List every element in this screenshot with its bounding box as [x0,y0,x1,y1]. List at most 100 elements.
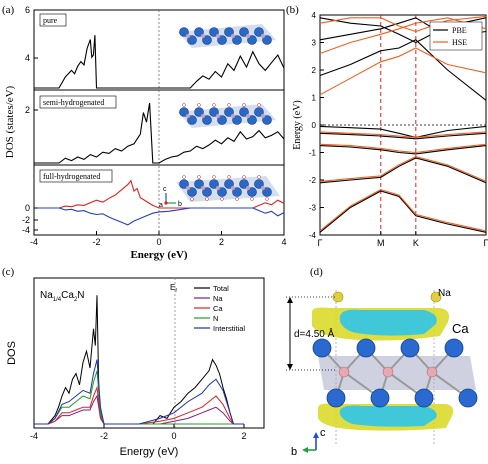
legend-label-n: N [213,314,218,323]
panel-b-ytick-label: -4 [309,231,317,240]
ca-atom [458,388,478,408]
panel-b-xtick-label: Γ [318,238,323,248]
panel-d: (d) d=4.50 Å Na Ca c b [286,266,478,458]
ca-label: Ca [452,321,469,336]
panel-a-ylabel: DOS (states/eV) [4,85,16,158]
na-atom [332,291,344,303]
panel-a-xtick-label: 4 [281,237,286,247]
h-atom [212,175,216,179]
panel-b-ytick-label: -2 [309,176,317,185]
hse-band [319,131,487,138]
ca-atom [179,27,189,37]
inset-axis-a: a [159,202,163,209]
legend-label-pure: pure [43,16,58,25]
h-atom [242,175,246,179]
h-atom [227,103,231,107]
n-atom [216,186,220,190]
ca-atom [217,35,227,45]
h-atom [190,197,194,201]
panel-b-ytick-label: 1 [312,94,317,103]
ca-atom [356,338,376,358]
panel-c-title: Na1/4Ca2N [40,290,85,303]
panel-d-axes: c b [291,427,326,458]
n-atom [261,186,265,190]
h-atom [212,103,216,107]
n-atom [201,186,205,190]
panel-a-xtick-label: -4 [30,237,38,247]
panel-a-xtick-label: 0 [156,237,161,247]
legend-box-full [39,169,113,183]
panel-a-ytick-label: -4 [22,225,30,235]
ca-atom [239,27,249,37]
panel-c-xtick-label: 0 [171,431,176,441]
ca-atom [209,179,219,189]
inset-axis-c: c [163,186,167,193]
panel-c-xtick-label: -2 [100,431,108,441]
panel-b: (b) -4 -3 -2 -1 0 1 2 3 4 Γ M K Γ Energy (eV) PBE HS… [286,4,488,248]
panel-b-ticks: -4 -3 -2 -1 0 1 2 3 4 Γ M K Γ [309,11,488,248]
panel-a-plot-area [34,35,285,226]
legend-label-full: full-hydrogenated [43,172,100,181]
legend-label-interstitial: Interstitial [213,324,245,333]
hse-band [319,189,487,232]
h-atom [197,175,201,179]
panel-a-ytick-label: -2 [22,215,30,225]
panel-c: (c) -4 -2 0 2 Na1/4Ca2N Ef Energy (eV) DOS … [2,266,265,458]
panel-a-ytick-label: 2 [25,105,30,115]
panel-b-label: (b) [286,4,299,16]
n-atom [231,114,235,118]
panel-b-xtick-label: K [413,238,419,248]
panel-a-label: (a) [2,4,15,16]
panel-c-fermi-label: Ef [170,283,177,294]
n-atom [201,114,205,118]
ca-atom [224,107,234,117]
na-atom [430,291,442,303]
na-label: Na [438,288,451,299]
ca-atom [217,187,227,197]
ca-atom [179,179,189,189]
panel-b-xtick-label: M [377,238,385,248]
dos-series-full-hydrogenated-spin-down [34,207,285,226]
panel-a-xtick-label: 2 [219,237,224,247]
panel-c-ylabel: DOS [6,341,18,365]
ca-atom [187,115,197,125]
ca-atom [370,388,390,408]
n-atom [246,114,250,118]
ca-atom [254,107,264,117]
panel-c-xtick-label: 2 [241,431,246,441]
ca-atom [312,338,332,358]
ca-atom [202,187,212,197]
ca-atom [202,115,212,125]
panel-a-ytick-label: 4 [25,53,30,63]
panel-c-xtick-label: -4 [30,431,38,441]
ca-atom [187,35,197,45]
legend-label-total: Total [213,284,229,293]
ca-atom [202,35,212,45]
n-atom [426,366,438,378]
hse-band [319,17,487,55]
ca-atom [194,179,204,189]
panel-b-ytick-label: -1 [309,149,317,158]
ca-atom [414,388,434,408]
panel-a-xtick-label: -2 [92,237,100,247]
isosurface-cross-section-bottom [339,405,437,427]
n-atom [216,34,220,38]
panel-b-ylabel: Energy (eV) [292,100,303,150]
ca-atom [247,187,257,197]
legend-box-pure [39,13,67,27]
h-atom [205,197,209,201]
panel-c-frame [33,277,265,429]
pdos-series-ca [34,385,244,425]
ca-atom [247,115,257,125]
ca-atom [326,388,346,408]
panel-c-label: (c) [2,266,15,278]
panel-b-xtick-label: Γ [484,238,488,248]
hse-band [319,15,487,33]
n-atom [261,34,265,38]
legend-label-semi: semi-hydrogenated [43,98,104,107]
ca-atom [194,27,204,37]
ca-atom [262,35,272,45]
n-atom [261,114,265,118]
